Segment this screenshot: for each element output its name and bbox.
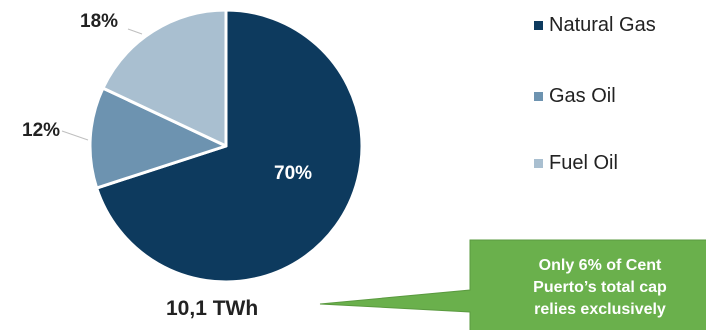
legend-item-natural-gas: Natural Gas [534, 13, 656, 37]
slice-label-gas-oil: 12% [22, 120, 61, 141]
slice-label-natural-gas: 70% [274, 163, 313, 184]
callout-text: Only 6% of Cent Puerto’s total cap relie… [533, 257, 667, 318]
legend-item-gas-oil: Gas Oil [534, 84, 616, 108]
legend-label-gas-oil: Gas Oil [549, 85, 616, 107]
callout-shape [319, 239, 706, 330]
pie-slice-natural-gas [95, 8, 364, 284]
pie-slices [61, 8, 364, 284]
callout-box [319, 239, 706, 330]
pie-slice-gas-oil [88, 86, 228, 190]
leader-line-gas-oil [61, 130, 89, 141]
legend-item-fuel-oil: Fuel Oil [534, 151, 618, 175]
pie-slice-fuel-oil [101, 8, 228, 148]
total-label: 10,1 TWh [166, 297, 259, 320]
leader-line-fuel-oil [127, 28, 143, 35]
legend-swatch-fuel-oil [534, 158, 543, 168]
slice-label-fuel-oil: 18% [80, 11, 119, 32]
legend-label-fuel-oil: Fuel Oil [549, 152, 618, 174]
legend-swatch-natural-gas [534, 20, 543, 30]
legend-swatch-gas-oil [534, 91, 543, 101]
legend-label-natural-gas: Natural Gas [549, 14, 656, 36]
